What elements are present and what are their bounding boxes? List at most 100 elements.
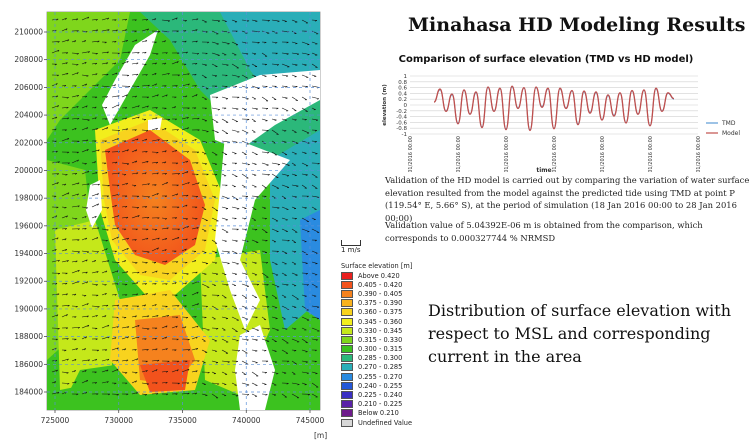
legend-label: 0.300 - 0.315 bbox=[358, 345, 403, 354]
legend-item: 0.315 - 0.330 bbox=[341, 335, 419, 344]
chart-x-tick: 19/01/2016 00:00 bbox=[456, 136, 462, 172]
legend-item: 0.285 - 0.300 bbox=[341, 354, 419, 363]
land-north-coast bbox=[210, 70, 320, 150]
legend-item: 0.390 - 0.405 bbox=[341, 289, 419, 298]
chart-x-tick: 29/01/2016 00:00 bbox=[696, 136, 702, 172]
chart-x-tick: 23/01/2016 00:00 bbox=[552, 136, 558, 172]
surface-elevation-map: 210000 208000 206000 204000 202000 200000 1980… bbox=[14, 11, 327, 440]
legend-swatch bbox=[341, 317, 353, 326]
map-y-tick: 198000 bbox=[14, 194, 43, 203]
chart-x-tick: 21/01/2016 00:00 bbox=[504, 136, 510, 172]
legend-label: 0.405 - 0.420 bbox=[358, 280, 403, 289]
legend-swatch bbox=[341, 326, 353, 335]
validation-result-paragraph: Validation value of 5.04392E-06 m is obt… bbox=[385, 220, 703, 243]
legend-item: 0.255 - 0.270 bbox=[341, 372, 419, 381]
map-x-tick: 745000 bbox=[296, 416, 325, 425]
chart-y-tick: 0 bbox=[404, 103, 408, 109]
chart-x-tick: 25/01/2016 00:00 bbox=[600, 136, 606, 172]
legend-item: 0.330 - 0.345 bbox=[341, 326, 419, 335]
legend-swatch bbox=[341, 381, 353, 390]
legend-swatch bbox=[341, 299, 353, 308]
map-y-tick: 190000 bbox=[14, 304, 43, 313]
legend-item: 0.270 - 0.285 bbox=[341, 363, 419, 372]
legend-label: 0.345 - 0.360 bbox=[358, 317, 403, 326]
map-y-tick: 186000 bbox=[14, 360, 43, 369]
chart-y-tick: -0.2 bbox=[396, 109, 407, 115]
legend-item: 0.375 - 0.390 bbox=[341, 299, 419, 308]
island bbox=[148, 118, 162, 130]
legend-item: 0.345 - 0.360 bbox=[341, 317, 419, 326]
chart-y-tick: 0.8 bbox=[398, 80, 407, 86]
chart-y-tick: 0.2 bbox=[398, 97, 407, 103]
chart-legend-label: Model bbox=[722, 130, 740, 137]
map-x-tick: 730000 bbox=[104, 416, 133, 425]
legend-swatch bbox=[341, 372, 353, 381]
map-x-tick: 725000 bbox=[41, 416, 70, 425]
legend-swatch bbox=[341, 335, 353, 344]
chart-y-label: elevation (m) bbox=[382, 84, 388, 126]
map-y-axis: 210000 208000 206000 204000 202000 200000 1980… bbox=[14, 28, 47, 397]
elevation-legend: Surface elevation [m] Above 0.420 0.405 -… bbox=[341, 261, 419, 427]
legend-swatch bbox=[341, 271, 353, 280]
chart-y-tick: -0.4 bbox=[396, 115, 407, 121]
legend-item: 0.405 - 0.420 bbox=[341, 280, 419, 289]
chart-y-tick: -0.8 bbox=[396, 126, 407, 132]
scale-label: 1 m/s bbox=[341, 246, 361, 254]
map-y-tick: 188000 bbox=[14, 332, 43, 341]
map-x-tick: 735000 bbox=[168, 416, 197, 425]
legend-item: 0.240 - 0.255 bbox=[341, 381, 419, 390]
chart-series-model bbox=[433, 85, 675, 132]
legend-label: 0.270 - 0.285 bbox=[358, 363, 403, 372]
map-y-tick: 206000 bbox=[14, 83, 43, 92]
page-title: Minahasa HD Modeling Results bbox=[408, 14, 746, 36]
map-x-axis: 725000 730000 735000 740000 745000 bbox=[41, 410, 325, 425]
land-west-coast bbox=[86, 180, 102, 228]
land-southeast-coast bbox=[235, 325, 275, 410]
chart-y-tick: 0.6 bbox=[398, 86, 407, 92]
legend-item: 0.360 - 0.375 bbox=[341, 308, 419, 317]
legend-item: Undefined Value bbox=[341, 418, 419, 427]
map-y-tick: 204000 bbox=[14, 111, 43, 120]
chart-y-tick: -1 bbox=[402, 132, 407, 138]
legend-label: 0.360 - 0.375 bbox=[358, 308, 403, 317]
chart-x-tick: 17/01/2016 00:00 bbox=[408, 136, 414, 172]
legend-swatch bbox=[341, 391, 353, 400]
scale-bar bbox=[341, 240, 361, 246]
legend-item: 0.210 - 0.225 bbox=[341, 400, 419, 409]
legend-title: Surface elevation [m] bbox=[341, 262, 413, 270]
map-grid bbox=[47, 12, 320, 410]
map-y-tick: 196000 bbox=[14, 221, 43, 230]
elevation-comparison-chart: 10.80.60.40.20-0.2-0.4-0.6-0.8-117/01/20… bbox=[382, 74, 740, 172]
legend-swatch bbox=[341, 280, 353, 289]
legend-label: 0.240 - 0.255 bbox=[358, 381, 403, 390]
legend-item: 0.300 - 0.315 bbox=[341, 345, 419, 354]
legend-label: Undefined Value bbox=[358, 418, 413, 427]
legend-swatch bbox=[341, 418, 353, 427]
chart-x-tick: 27/01/2016 00:00 bbox=[648, 136, 654, 172]
legend-label: 0.390 - 0.405 bbox=[358, 289, 403, 298]
chart-x-label: time bbox=[536, 167, 551, 172]
legend-item: Below 0.210 bbox=[341, 409, 419, 418]
legend-label: 0.285 - 0.300 bbox=[358, 354, 403, 363]
chart-y-tick: -0.6 bbox=[396, 120, 407, 126]
map-y-tick: 210000 bbox=[14, 28, 43, 37]
map-y-tick: 208000 bbox=[14, 55, 43, 64]
chart-legend-label: TMD bbox=[721, 120, 736, 127]
legend-item: 0.225 - 0.240 bbox=[341, 390, 419, 400]
validation-paragraph: Validation of the HD model is carried ou… bbox=[385, 175, 750, 223]
legend-swatch bbox=[341, 308, 353, 317]
map-y-tick: 200000 bbox=[14, 166, 43, 175]
legend-label: Above 0.420 bbox=[358, 271, 400, 280]
legend-swatch bbox=[341, 409, 353, 418]
legend-swatch bbox=[341, 354, 353, 363]
map-y-tick: 192000 bbox=[14, 277, 43, 286]
legend-label: 0.255 - 0.270 bbox=[358, 372, 403, 381]
legend-swatch bbox=[341, 400, 353, 409]
map-x-tick: 740000 bbox=[232, 416, 261, 425]
chart-y-tick: 1 bbox=[404, 74, 408, 80]
legend-item: Above 0.420 bbox=[341, 271, 419, 280]
legend-label: 0.210 - 0.225 bbox=[358, 400, 403, 409]
legend-label: 0.375 - 0.390 bbox=[358, 299, 403, 308]
map-x-unit: [m] bbox=[314, 431, 327, 440]
legend-label: Below 0.210 bbox=[358, 409, 399, 418]
